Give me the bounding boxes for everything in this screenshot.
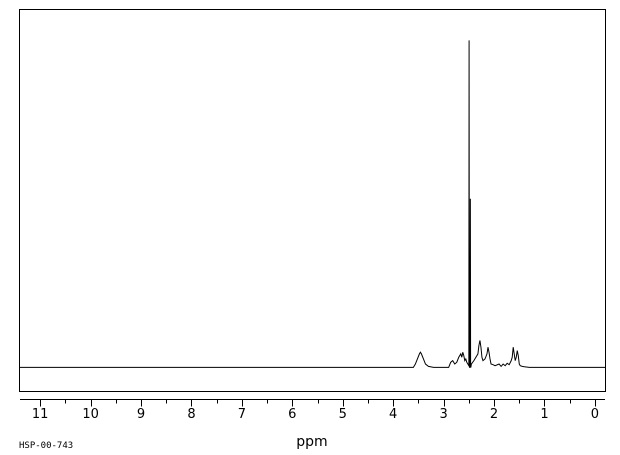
plot-frame (19, 9, 606, 392)
x-tick-label: 8 (187, 407, 195, 422)
x-tick-label: 0 (591, 407, 599, 422)
x-tick-label: 4 (389, 407, 397, 422)
x-axis: 11 10 9 8 7 6 5 4 3 2 1 0 (20, 399, 605, 422)
x-tick-label: 7 (238, 407, 246, 422)
x-tick-label: 3 (439, 407, 447, 422)
x-tick-label: 11 (32, 407, 49, 422)
x-axis-title: ppm (296, 434, 327, 450)
x-tick-label: 9 (137, 407, 145, 422)
x-tick-label: 1 (540, 407, 548, 422)
x-tick-label: 10 (82, 407, 99, 422)
sample-id-label: HSP-00-743 (19, 441, 73, 451)
x-tick-label: 6 (288, 407, 296, 422)
spectrum-trace (20, 40, 605, 368)
x-tick-label: 2 (490, 407, 498, 422)
x-tick-label: 5 (339, 407, 347, 422)
